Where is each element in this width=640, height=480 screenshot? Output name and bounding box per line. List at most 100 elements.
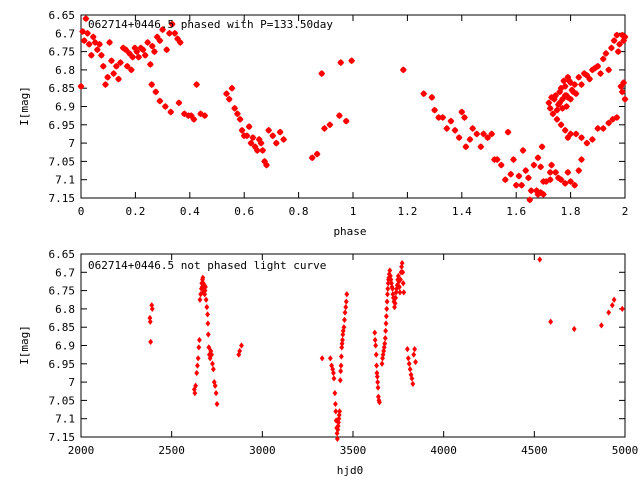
phased-data-point (171, 29, 179, 37)
phased-data-point (616, 40, 623, 48)
light-curve-data-point (382, 340, 388, 347)
phased-data-point (87, 51, 95, 59)
light-curve-points (147, 256, 625, 442)
phased-data-point (466, 136, 474, 143)
light-curve-data-point (212, 382, 218, 389)
phased-data-point (567, 178, 574, 185)
light-curve-data-point (384, 305, 390, 313)
light-curve-data-point (374, 362, 379, 369)
phased-data-point (477, 143, 485, 151)
light-curve-data-point (611, 296, 617, 303)
phased-points (77, 15, 629, 204)
phased-data-point (123, 62, 131, 70)
phased-data-point (238, 126, 246, 134)
light-curve-data-point (374, 369, 380, 377)
light-curve-x-ticks: 2000 2500 3000 3500 4000 4500 5000 (68, 254, 638, 457)
phased-data-point (117, 59, 124, 66)
light-curve-data-point (340, 336, 345, 344)
phased-data-point (308, 154, 316, 162)
light-curve-x-tick-label: 3000 (249, 444, 276, 457)
light-curve-data-point (192, 389, 198, 397)
light-curve-data-point (337, 377, 343, 384)
light-curve-data-point (383, 320, 389, 327)
phased-data-point (451, 126, 459, 134)
light-curve-data-point (374, 373, 380, 380)
phased-data-point (257, 139, 265, 147)
phased-data-point (253, 147, 261, 154)
phased-data-point (280, 136, 288, 143)
phased-data-point (480, 130, 487, 138)
phased-data-point (269, 132, 277, 140)
phased-data-point (276, 128, 284, 136)
light-curve-data-point (343, 298, 349, 305)
light-curve-y-axis-label: I[mag] (18, 325, 31, 365)
light-curve-data-point (375, 393, 381, 400)
phased-data-point (564, 168, 572, 176)
light-curve-data-point (148, 338, 154, 345)
phased-data-point (129, 53, 137, 61)
light-curve-data-point (372, 329, 378, 336)
light-curve-data-point (398, 276, 403, 283)
phased-data-point (586, 75, 594, 83)
phased-data-point (552, 168, 560, 176)
light-curve-data-point (203, 296, 209, 303)
phased-data-point (507, 170, 515, 178)
phased-data-point (546, 168, 554, 176)
phased-data-point (84, 29, 91, 37)
phased-data-point (156, 37, 164, 45)
phased-data-point (553, 106, 561, 114)
phased-data-point (613, 114, 621, 121)
light-curve-data-point (401, 289, 407, 296)
phased-data-point (561, 82, 569, 90)
phased-data-point (96, 40, 103, 48)
light-curve-data-point (194, 369, 200, 377)
phased-data-point (540, 190, 547, 198)
light-curve-data-point (339, 340, 345, 347)
light-curve-data-point (200, 274, 206, 281)
phased-data-point (610, 37, 618, 45)
light-curve-y-tick-label: 7 (68, 376, 75, 389)
phased-data-point (594, 62, 602, 70)
phased-data-point (156, 97, 164, 105)
light-curve-data-point (205, 320, 211, 327)
phased-data-point (567, 130, 574, 138)
light-curve-data-point (396, 278, 402, 285)
light-curve-data-point (209, 351, 214, 358)
phased-data-point (98, 51, 105, 59)
phased-data-point (594, 125, 602, 132)
phased-data-point (613, 31, 621, 39)
light-curve-data-point (381, 347, 387, 355)
phased-data-point (431, 106, 438, 114)
phased-data-point (504, 128, 512, 136)
phased-data-point (469, 125, 477, 132)
phased-data-point (236, 115, 244, 123)
phased-x-tick-label: 0.2 (125, 205, 145, 218)
light-curve-data-point (336, 415, 342, 422)
phased-data-point (575, 73, 583, 81)
phased-data-point (501, 176, 509, 184)
light-curve-data-point (413, 358, 418, 366)
phased-data-point (80, 37, 88, 45)
phased-data-point (621, 95, 629, 103)
light-curve-data-point (342, 309, 348, 316)
light-curve-data-point (195, 355, 201, 362)
light-curve-data-point (201, 289, 206, 296)
phased-data-point (163, 46, 171, 54)
phased-data-point (245, 123, 253, 131)
phased-data-point (168, 20, 176, 28)
phased-data-point (326, 121, 334, 129)
light-curve-data-point (199, 283, 205, 291)
phased-data-point (534, 154, 542, 162)
phased-data-point (193, 81, 200, 88)
light-curve-y-tick-label: 6.7 (55, 266, 75, 279)
light-curve-data-point (387, 272, 393, 280)
light-curve-data-point (387, 267, 393, 274)
phased-data-point (556, 99, 564, 107)
phased-data-point (144, 39, 152, 46)
phased-data-point (247, 139, 255, 147)
light-curve-data-point (147, 314, 153, 322)
light-curve-data-point (205, 311, 210, 318)
light-curve-data-point (333, 408, 339, 415)
light-curve-data-point (330, 366, 336, 373)
light-curve-data-point (383, 313, 389, 320)
